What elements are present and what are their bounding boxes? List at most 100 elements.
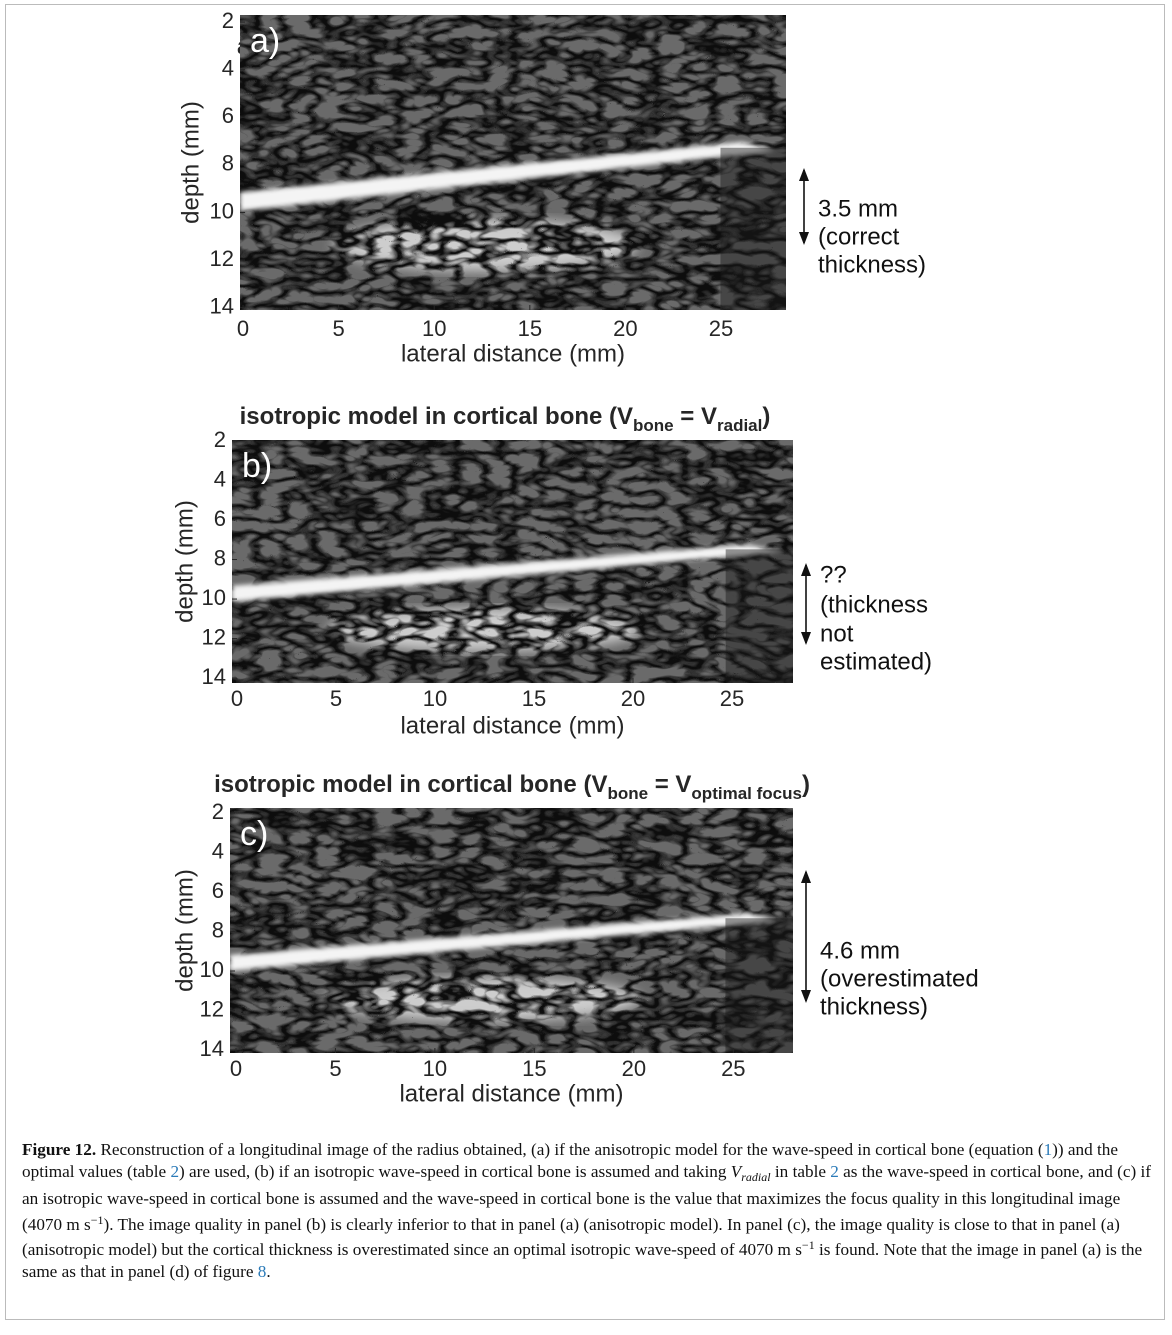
title-part: ) (802, 771, 810, 798)
x-tick-label: 5 (330, 686, 342, 711)
y-tick-label: 14 (200, 1036, 224, 1061)
panel-title: isotropic model in cortical bone (Vbone … (214, 771, 810, 803)
y-tick-label: 6 (212, 878, 224, 903)
title-part: bone (633, 416, 674, 435)
caption-text: V (731, 1162, 742, 1181)
title-part: ) (762, 403, 770, 430)
caption-text[interactable]: 1 (1044, 1140, 1053, 1159)
title-part: isotropic model in cortical bone (V (214, 771, 607, 798)
arrow-head (799, 168, 809, 181)
caption-text: ) are used, (b) if an isotropic wave-spe… (179, 1162, 731, 1181)
y-tick-label: 14 (202, 664, 226, 689)
y-axis-label: depth (mm) (177, 101, 204, 224)
y-tick-label: 2 (212, 799, 224, 824)
panel-label: b) (242, 447, 272, 485)
annotation: ?? (820, 561, 847, 588)
y-tick-label: 10 (210, 198, 234, 223)
arrow-head (799, 232, 809, 245)
caption-text: radial (741, 1170, 770, 1184)
ultrasound-image (230, 808, 793, 1053)
title-part: = V (648, 771, 691, 798)
shadow-right (726, 549, 793, 683)
caption-text[interactable]: 2 (170, 1162, 179, 1181)
y-tick-label: 4 (214, 466, 226, 491)
title-part: isotropic model in cortical bone (V (240, 403, 633, 430)
y-axis-label: depth (mm) (171, 869, 198, 992)
y-tick-label: 4 (212, 838, 224, 863)
y-tick-label: 10 (202, 585, 226, 610)
ultrasound-image (240, 15, 786, 310)
title-part: bone (607, 784, 648, 803)
shadow-right (720, 148, 786, 310)
x-tick-label: 15 (522, 1056, 546, 1081)
caption-text: Figure 12. (22, 1140, 96, 1159)
x-tick-label: 10 (422, 316, 446, 341)
caption-text: −1 (802, 1238, 815, 1252)
caption: Figure 12. Reconstruction of a longitudi… (22, 1139, 1154, 1282)
x-tick-label: 5 (329, 1056, 341, 1081)
x-tick-label: 20 (622, 1056, 646, 1081)
panel-title: isotropic model in cortical bone (Vbone … (240, 403, 771, 435)
x-axis-label: lateral distance (mm) (401, 340, 625, 367)
x-axis-label: lateral distance (mm) (400, 712, 624, 739)
caption-text[interactable]: 2 (830, 1162, 839, 1181)
y-tick-label: 6 (214, 506, 226, 531)
y-tick-label: 12 (202, 624, 226, 649)
x-tick-label: 25 (721, 1056, 745, 1081)
x-tick-label: 20 (621, 686, 645, 711)
speckle (230, 808, 793, 1053)
y-tick-label: 8 (214, 545, 226, 570)
y-tick-label: 14 (210, 293, 234, 318)
annotation: (correct (818, 223, 900, 250)
title-part: radial (717, 416, 762, 435)
x-tick-label: 0 (231, 686, 243, 711)
speckle (232, 440, 793, 683)
panel-label: c) (240, 815, 268, 853)
arrow-head (801, 632, 811, 645)
shadow-right (725, 918, 793, 1053)
title-part: optimal focus (691, 784, 802, 803)
caption-text: in table (771, 1162, 831, 1181)
y-tick-label: 12 (210, 246, 234, 271)
x-axis-label: lateral distance (mm) (399, 1080, 623, 1107)
caption-text: −1 (91, 1213, 104, 1227)
annotation: 3.5 mm (818, 195, 898, 222)
x-tick-label: 25 (720, 686, 744, 711)
y-tick-label: 2 (214, 427, 226, 452)
x-tick-label: 0 (230, 1056, 242, 1081)
y-tick-label: 2 (222, 8, 234, 33)
y-axis-label: depth (mm) (171, 500, 198, 623)
x-tick-label: 5 (333, 316, 345, 341)
x-tick-label: 15 (522, 686, 546, 711)
annotation: not (820, 620, 854, 647)
y-tick-label: 4 (222, 56, 234, 81)
annotation: estimated) (820, 648, 932, 675)
speckle (240, 15, 786, 310)
x-tick-label: 10 (423, 1056, 447, 1081)
annotation: 4.6 mm (820, 937, 900, 964)
x-tick-label: 15 (518, 316, 542, 341)
y-tick-label: 10 (200, 957, 224, 982)
panel-label: a) (250, 22, 280, 60)
x-tick-label: 0 (237, 316, 249, 341)
y-tick-label: 8 (222, 151, 234, 176)
caption-text: . (266, 1262, 270, 1281)
y-tick-label: 12 (200, 996, 224, 1021)
page: anisotropic model in cortical bone (Equa… (0, 0, 1172, 1335)
caption-text: Reconstruction of a longitudinal image o… (96, 1140, 1043, 1159)
y-tick-label: 8 (212, 917, 224, 942)
x-tick-label: 10 (423, 686, 447, 711)
arrow-head (801, 563, 811, 576)
arrow-head (801, 870, 811, 883)
y-tick-label: 6 (222, 103, 234, 128)
annotation: (overestimated (820, 965, 979, 992)
x-tick-label: 25 (709, 316, 733, 341)
annotation: thickness) (818, 251, 926, 278)
annotation: (thickness (820, 591, 928, 618)
x-tick-label: 20 (613, 316, 637, 341)
title-part: = V (674, 403, 717, 430)
annotation: thickness) (820, 993, 928, 1020)
figure: anisotropic model in cortical bone (Equa… (0, 0, 1172, 1130)
arrow-head (801, 990, 811, 1003)
ultrasound-image (232, 440, 793, 683)
